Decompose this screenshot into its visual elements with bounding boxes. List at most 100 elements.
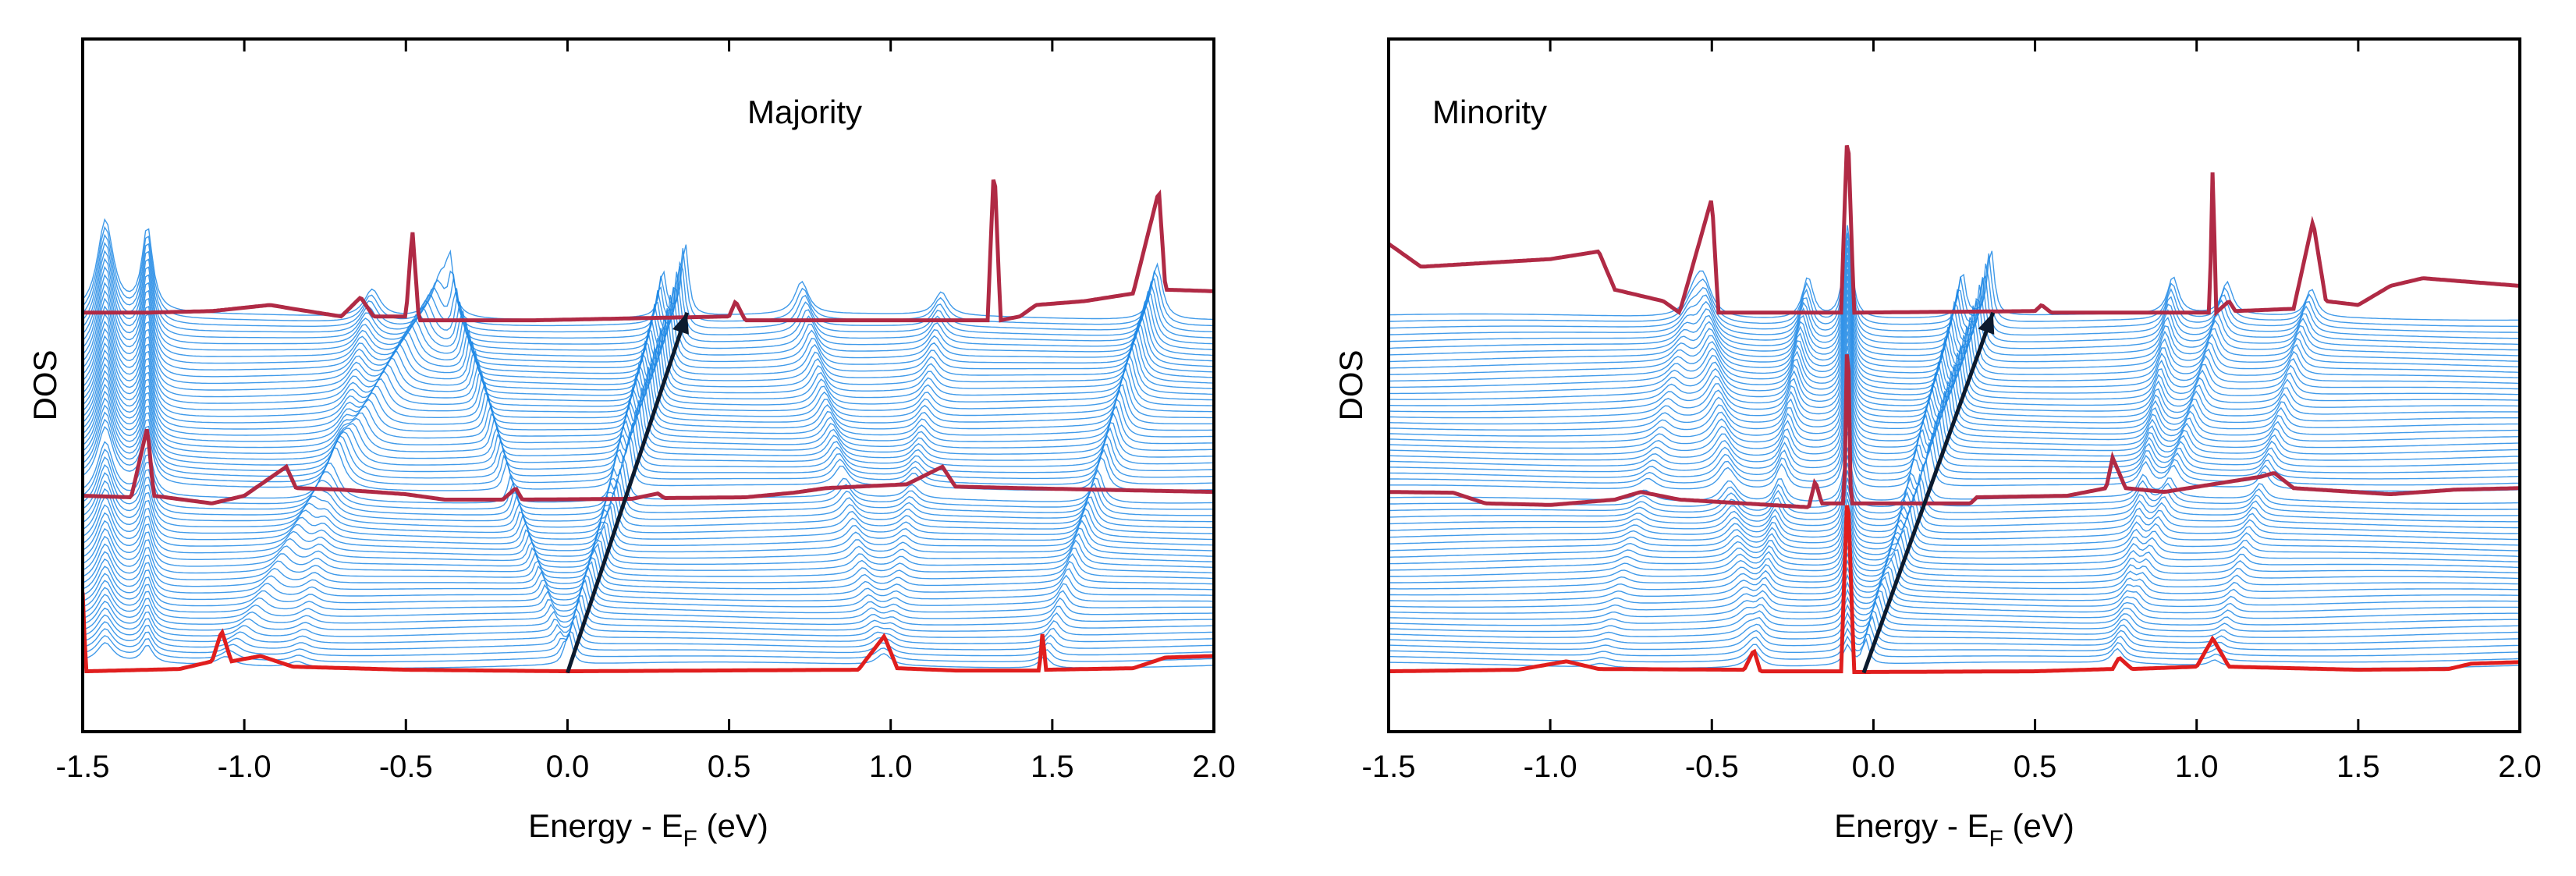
dos-curve <box>1389 447 2520 504</box>
dos-curve <box>83 561 1214 601</box>
dos-curve <box>1389 240 2520 333</box>
minority-panel: -1.5 -1.0 -0.5 0.0 0.5 1.0 1.5 2.0 Energy - EF (… <box>1332 37 2542 852</box>
dos-curve <box>1389 303 2520 388</box>
x-tick-label: -1.5 <box>1362 750 1416 784</box>
dos-curve <box>1389 622 2520 657</box>
dos-curve <box>83 257 1214 351</box>
highlighted-dos-curve <box>83 179 1214 323</box>
dos-curve <box>83 633 1214 669</box>
dos-curve <box>1389 376 2520 449</box>
y-axis-label: DOS <box>27 349 63 420</box>
x-tick-label: 2.0 <box>1192 750 1236 784</box>
dos-curve <box>83 472 1214 529</box>
dos-curve <box>1389 531 2520 577</box>
highlighted-dos-curve <box>1389 144 2520 317</box>
dos-curve <box>83 579 1214 619</box>
panel-title: Majority <box>747 94 862 130</box>
dos-curve <box>83 313 1214 394</box>
dos-curve <box>83 390 1214 461</box>
dos-curve <box>1389 282 2520 369</box>
dispersion-arrow <box>1861 311 1996 674</box>
dos-curve <box>1389 588 2520 626</box>
dos-curve <box>1389 609 2520 644</box>
x-tick-label: 0.0 <box>546 750 590 784</box>
dos-curve <box>1389 296 2520 382</box>
dos-curve <box>83 356 1214 430</box>
dos-curve <box>83 595 1214 632</box>
dos-curve <box>83 619 1214 657</box>
dos-curve <box>83 328 1214 406</box>
dos-curve <box>83 504 1214 553</box>
dos-curve <box>1389 275 2520 363</box>
dos-curve <box>1389 289 2520 375</box>
dos-curve <box>83 404 1214 473</box>
dos-curve <box>1389 338 2520 419</box>
plot-frame <box>1387 37 2521 733</box>
x-tick-label: 0.5 <box>708 750 751 784</box>
dos-curve <box>83 241 1214 339</box>
dos-curve <box>83 397 1214 467</box>
dos-curve <box>1389 392 2520 461</box>
dos-curve <box>1389 360 2520 437</box>
dos-curve <box>1389 353 2520 431</box>
dos-curve <box>83 598 1214 638</box>
dos-curve <box>83 250 1214 345</box>
dos-curve <box>83 441 1214 504</box>
dos-curve <box>83 585 1214 626</box>
dos-curve <box>83 383 1214 455</box>
dos-curve <box>1389 317 2520 400</box>
dos-curve <box>83 456 1214 516</box>
dos-curve <box>83 225 1214 327</box>
x-tick-label: -1.0 <box>1524 750 1577 784</box>
x-axis-label: Energy - EF (eV) <box>1834 807 2074 852</box>
dos-curve <box>1389 538 2520 583</box>
x-tick-label: 1.0 <box>2175 750 2219 784</box>
dos-curve <box>83 449 1214 510</box>
dos-curve <box>83 349 1214 424</box>
x-axis-label: Energy - EF (eV) <box>528 807 768 852</box>
dos-curve <box>1389 424 2520 486</box>
highlighted-dos-curve <box>1389 354 2520 509</box>
dos-curve <box>83 542 1214 583</box>
x-tick-label: 0.0 <box>1852 750 1896 784</box>
majority-panel: -1.5 -1.0 -0.5 0.0 0.5 1.0 1.5 2.0 Energy - EF (… <box>27 37 1236 852</box>
x-tick-label: 1.5 <box>2336 750 2380 784</box>
dos-curve <box>1389 463 2520 516</box>
dos-curve <box>83 418 1214 485</box>
dos-curve <box>1389 601 2520 638</box>
dos-curve <box>1389 551 2520 596</box>
dos-curve <box>83 265 1214 357</box>
dos-curve <box>83 335 1214 412</box>
dos-curve <box>83 464 1214 523</box>
dos-curve <box>1389 268 2520 356</box>
dos-curve <box>83 488 1214 541</box>
dos-curve <box>1389 524 2520 571</box>
dos-curve <box>1389 491 2520 541</box>
dos-curve <box>83 496 1214 546</box>
dos-curve <box>83 520 1214 565</box>
y-axis-label: DOS <box>1332 349 1369 420</box>
dos-curve <box>1389 633 2520 663</box>
plot-frame <box>81 37 1215 733</box>
dos-curve <box>1389 416 2520 480</box>
dos-curve <box>1389 573 2520 614</box>
plot-area <box>83 179 1214 674</box>
dos-curve <box>83 535 1214 577</box>
dos-curve <box>83 480 1214 534</box>
dos-curve <box>83 557 1214 596</box>
dos-curve <box>1389 512 2520 559</box>
dos-curve <box>1389 566 2520 608</box>
dos-curve <box>1389 505 2520 553</box>
x-tick-label: -1.5 <box>56 750 110 784</box>
dos-curve <box>83 548 1214 590</box>
panel-title: Minority <box>1432 94 1547 130</box>
dos-curve <box>1389 517 2520 565</box>
x-tick-label: -0.5 <box>379 750 433 784</box>
dos-curve <box>1389 331 2520 413</box>
x-tick-label: 1.5 <box>1031 750 1074 784</box>
dos-curve <box>83 218 1214 321</box>
dos-curve <box>83 512 1214 559</box>
dos-curve <box>1389 225 2520 321</box>
highlighted-dos-curve <box>83 592 1214 674</box>
